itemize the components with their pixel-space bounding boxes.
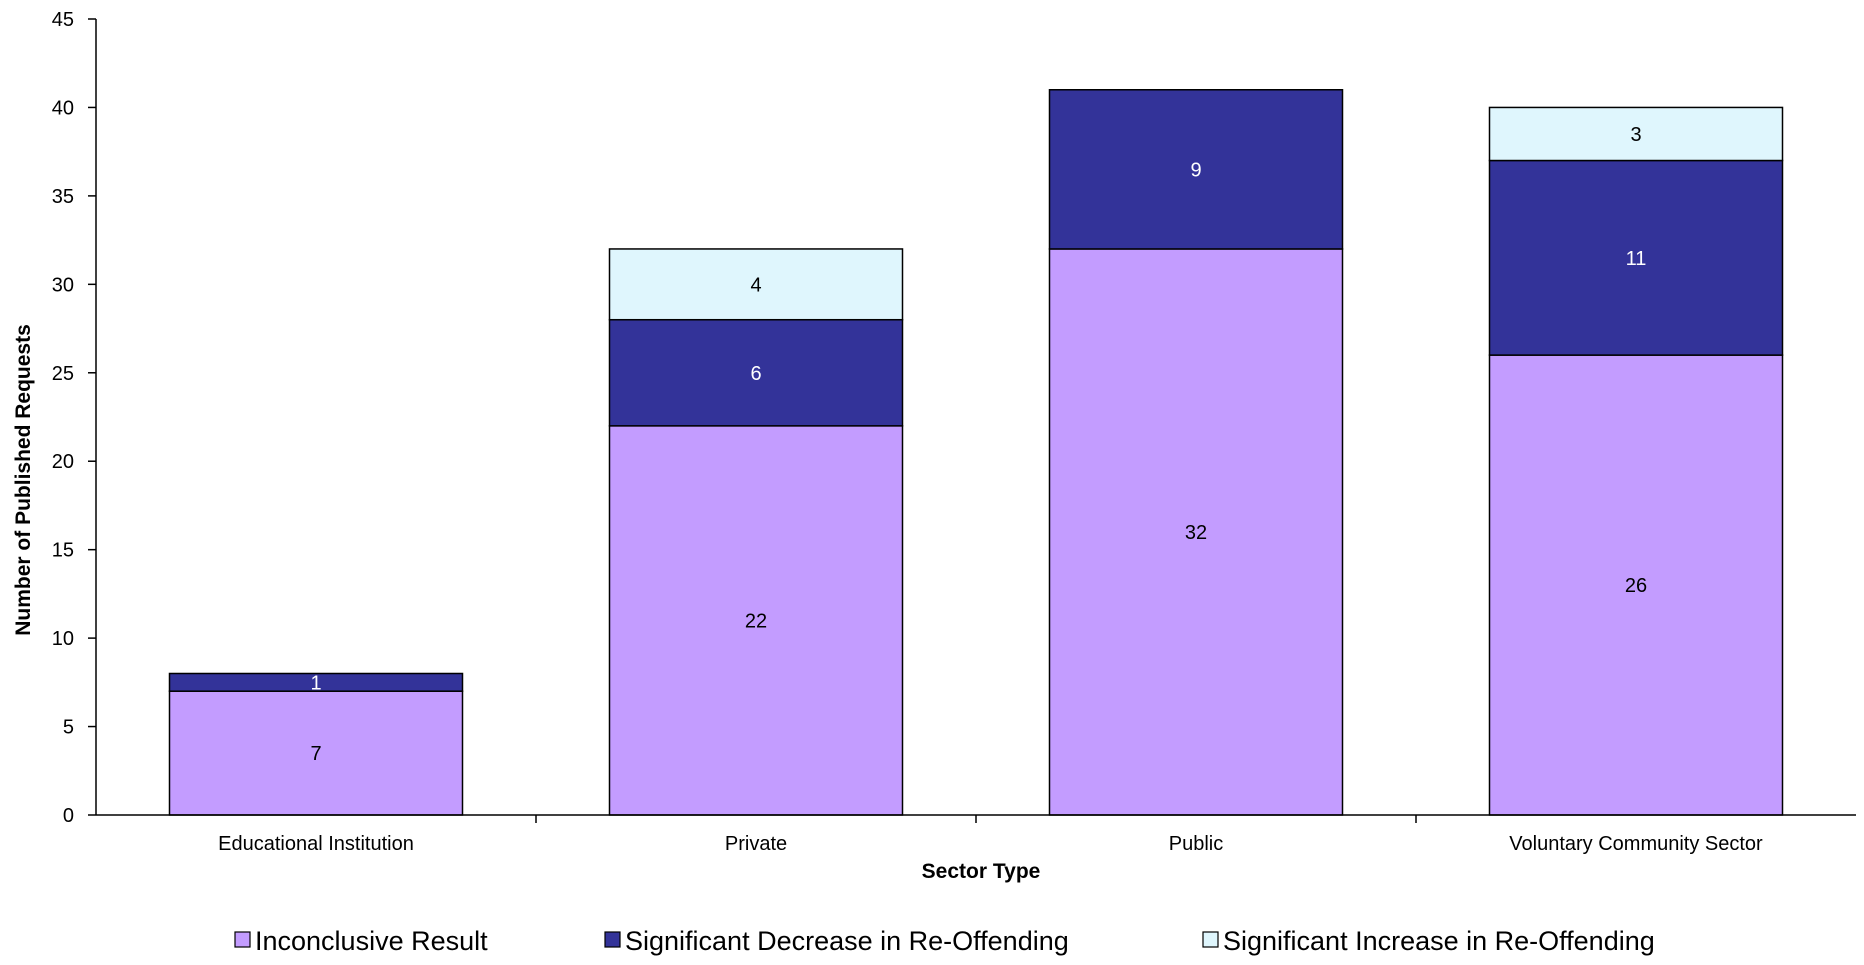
bar-educational-institution-inconclusive-result	[168, 690, 464, 816]
data-label-private-significant-decrease-in-re-offending: 6	[750, 363, 761, 385]
x-tick-label-private: Private	[725, 833, 787, 855]
y-tick-label-15: 15	[52, 540, 74, 562]
bar-public-significant-decrease-in-re-offending	[1048, 89, 1344, 250]
y-tick-label-35: 35	[52, 186, 74, 208]
data-label-public-inconclusive-result: 32	[1185, 522, 1207, 544]
legend-swatch-significant-decrease-in-re-offending	[604, 931, 621, 948]
y-tick-label-5: 5	[63, 717, 74, 739]
data-label-private-significant-increase-in-re-offending: 4	[750, 274, 761, 296]
data-label-voluntary-community-sector-significant-decrease-in-re-offending: 11	[1626, 248, 1647, 270]
axes-layer: 0 5 10 15 20 25 30 35 40 45 Educational Institutio…	[52, 9, 1856, 855]
data-label-voluntary-community-sector-inconclusive-result: 26	[1625, 575, 1647, 597]
x-axis-title: Sector Type	[922, 860, 1041, 883]
y-tick-label-30: 30	[52, 274, 74, 296]
y-tick-label-25: 25	[52, 363, 74, 385]
y-tick-label-10: 10	[52, 628, 74, 650]
y-tick-label-40: 40	[52, 97, 74, 119]
data-label-educational-institution-significant-decrease-in-re-offending: 1	[310, 672, 321, 694]
legend-label-inconclusive-result: Inconclusive Result	[255, 926, 488, 956]
data-label-public-significant-decrease-in-re-offending: 9	[1190, 159, 1201, 181]
x-tick-label-voluntary-community-sector: Voluntary Community Sector	[1509, 833, 1763, 855]
y-tick-label-45: 45	[52, 9, 74, 31]
data-label-voluntary-community-sector-significant-increase-in-re-offending: 3	[1630, 124, 1641, 146]
legend-item-significant-decrease-in-re-offending: Significant Decrease in Re-Offending	[604, 926, 1069, 956]
data-label-private-inconclusive-result: 22	[745, 610, 767, 632]
legend-item-inconclusive-result: Inconclusive Result	[234, 926, 488, 956]
x-tick-label-public: Public	[1169, 833, 1223, 855]
bars-layer	[168, 89, 1784, 816]
bar-private-significant-decrease-in-re-offending	[608, 318, 904, 427]
bar-educational-institution-significant-decrease-in-re-offending	[168, 672, 464, 692]
legend-swatch-inconclusive-result	[234, 931, 251, 948]
y-tick-label-20: 20	[52, 451, 74, 473]
legend-item-significant-increase-in-re-offending: Significant Increase in Re-Offending	[1202, 926, 1655, 956]
bar-voluntary-community-sector-significant-decrease-in-re-offending	[1488, 159, 1784, 356]
data-label-educational-institution-inconclusive-result: 7	[310, 743, 321, 765]
bar-voluntary-community-sector-significant-increase-in-re-offending	[1488, 106, 1784, 162]
bar-voluntary-community-sector-inconclusive-result	[1488, 354, 1784, 816]
x-tick-label-educational-institution: Educational Institution	[218, 833, 414, 855]
legend: Inconclusive Result Significant Decrease …	[234, 926, 1655, 956]
legend-label-significant-decrease-in-re-offending: Significant Decrease in Re-Offending	[625, 926, 1069, 956]
legend-label-significant-increase-in-re-offending: Significant Increase in Re-Offending	[1223, 926, 1655, 956]
y-tick-label-0: 0	[63, 805, 74, 827]
legend-swatch-significant-increase-in-re-offending	[1202, 931, 1219, 948]
bar-private-significant-increase-in-re-offending	[608, 248, 904, 321]
y-axis-title: Number of Published Requests	[12, 324, 35, 636]
labels-layer: 7 1 22 6 4 32 9 26 11 3	[310, 124, 1647, 765]
